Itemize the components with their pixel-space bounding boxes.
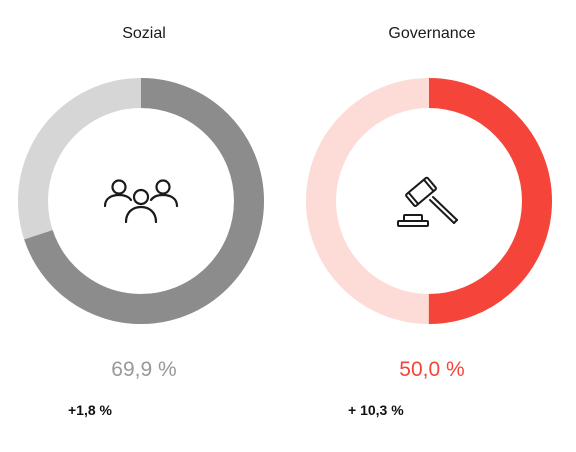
panel-sozial: Sozial 69,9 % +1,8 % xyxy=(18,25,264,418)
gavel-icon xyxy=(394,173,464,229)
panel-title: Sozial xyxy=(122,25,166,42)
donut-fill xyxy=(306,78,552,324)
donut-svg xyxy=(306,78,552,324)
change-percentage: +1,8 % xyxy=(68,402,112,418)
donut-chart-sozial xyxy=(18,78,264,324)
people-group-icon xyxy=(103,178,179,224)
value-percentage: 69,9 % xyxy=(111,358,177,381)
change-percentage: + 10,3 % xyxy=(348,402,404,418)
value-percentage: 50,0 % xyxy=(399,358,465,381)
panel-governance: Governance 50,0 % + xyxy=(288,0,576,452)
panel-title: Governance xyxy=(388,25,476,42)
donut-fill xyxy=(18,78,264,324)
donut-svg xyxy=(18,78,264,324)
donut-chart-governance xyxy=(306,78,552,324)
